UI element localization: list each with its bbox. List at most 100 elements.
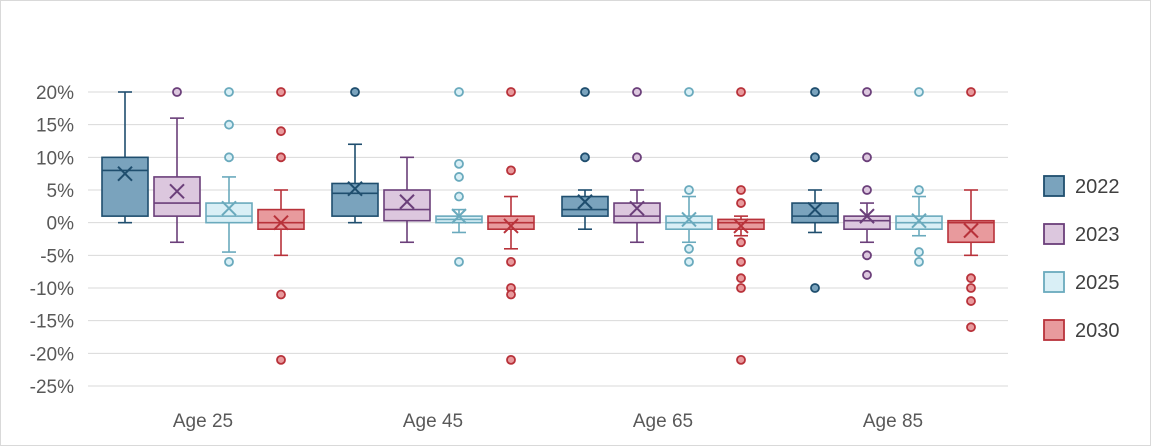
box [665, 87, 713, 267]
mean-marker [733, 218, 749, 234]
plot-area [101, 87, 995, 365]
outlier-point [506, 289, 516, 300]
outlier-point [224, 119, 234, 130]
outlier-point [914, 185, 924, 195]
mean-marker [347, 180, 363, 197]
legend-label: 2023 [1075, 224, 1120, 246]
y-tick-label: -10% [30, 279, 74, 300]
series-2030 [257, 87, 995, 365]
outlier-point [810, 152, 820, 163]
outlier-point [506, 165, 516, 176]
outlier-point [966, 296, 976, 306]
iqr-box [843, 215, 891, 230]
outlier-point [914, 247, 924, 257]
mean-marker [169, 183, 185, 200]
legend-swatch [1043, 319, 1065, 341]
outlier-point [276, 87, 286, 97]
outlier-point [224, 256, 234, 267]
y-tick-label: 5% [47, 181, 75, 202]
y-tick-label: -15% [30, 312, 74, 333]
outlier-point [454, 256, 464, 267]
legend-item: 2022 [1043, 175, 1120, 198]
iqr-box [561, 195, 609, 217]
y-tick-label: -20% [30, 344, 74, 365]
iqr-box [205, 202, 253, 224]
outlier-point [580, 87, 590, 97]
mean-marker [273, 214, 289, 231]
mean-marker [503, 218, 519, 234]
outlier-point [224, 87, 234, 97]
outlier-point [966, 322, 976, 333]
outlier-point [454, 87, 464, 97]
legend-item: 2023 [1043, 223, 1120, 246]
box [153, 87, 201, 244]
iqr-box [153, 176, 201, 217]
outlier-point [224, 152, 234, 163]
y-tick-label: 15% [36, 116, 74, 137]
outlier-point [580, 152, 590, 163]
outlier-point [862, 152, 872, 163]
legend-label: 2022 [1075, 176, 1120, 198]
outlier-point [862, 87, 872, 97]
mean-marker [681, 211, 697, 228]
outlier-point [966, 283, 976, 293]
outlier-point [810, 283, 820, 293]
box [331, 87, 379, 224]
box [257, 87, 305, 365]
outlier-point [454, 158, 464, 169]
box [843, 87, 891, 280]
outlier-point [736, 237, 746, 248]
outlier-point [810, 87, 820, 97]
series-2025 [205, 87, 943, 267]
y-tick-label: 10% [36, 148, 74, 169]
outlier-point [736, 354, 746, 365]
iqr-box [101, 156, 149, 217]
outlier-point [632, 87, 642, 97]
outlier-point [862, 185, 872, 195]
mean-marker [963, 222, 979, 239]
box [435, 87, 483, 267]
legend: 2022 2023 2025 2030 [1043, 175, 1120, 342]
mean-marker [399, 194, 415, 210]
mean-marker [859, 208, 875, 224]
outlier-point [862, 270, 872, 280]
outlier-point [684, 185, 694, 195]
outlier-point [506, 354, 516, 365]
outlier-point [506, 87, 516, 97]
outlier-point [736, 273, 746, 284]
x-tick-label: Age 25 [173, 411, 233, 432]
iqr-box [257, 208, 305, 231]
mean-marker [911, 212, 927, 229]
legend-label: 2030 [1075, 320, 1120, 342]
y-tick-label: -25% [30, 377, 74, 398]
box [791, 87, 839, 293]
y-tick-label: -5% [40, 246, 74, 267]
outlier-point [506, 256, 516, 267]
grid-lines [88, 91, 1008, 387]
mean-marker [577, 194, 593, 210]
outlier-point [736, 185, 746, 195]
box [613, 87, 661, 244]
outlier-point [454, 172, 464, 182]
x-tick-label: Age 65 [633, 411, 693, 432]
outlier-point [736, 283, 746, 293]
mean-marker [221, 200, 237, 217]
legend-swatch [1043, 271, 1065, 293]
outlier-point [454, 191, 464, 202]
iqr-box [613, 202, 661, 224]
mean-marker [807, 201, 823, 218]
box [487, 87, 535, 365]
x-axis: Age 25 Age 45 Age 65 Age 85 [173, 411, 923, 432]
outlier-point [684, 243, 694, 254]
mean-marker [451, 208, 467, 224]
outlier-point [632, 152, 642, 163]
mean-marker [629, 200, 645, 217]
series-2022 [101, 87, 839, 293]
outlier-point [914, 87, 924, 97]
y-tick-label: 0% [47, 214, 75, 235]
outlier-point [172, 87, 182, 97]
outlier-point [966, 87, 976, 97]
outlier-point [736, 87, 746, 97]
outlier-point [276, 126, 286, 137]
